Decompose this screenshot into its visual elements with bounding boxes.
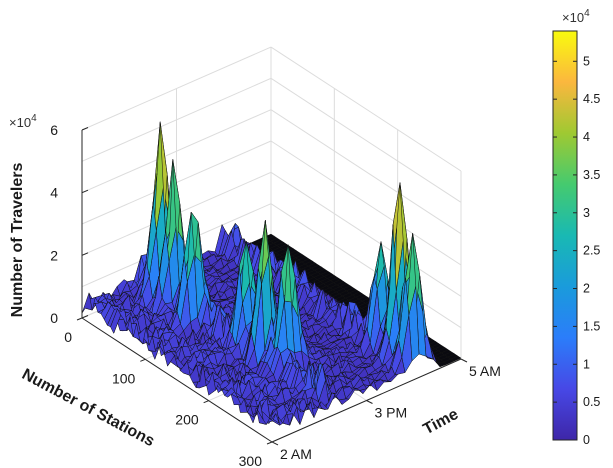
z-tick-label: 6	[50, 122, 58, 138]
x-tick-label: 100	[112, 370, 136, 386]
z-tick-label: 2	[50, 247, 58, 263]
y-tick-label: 5 AM	[469, 363, 501, 379]
colorbar-tick-label: 5	[583, 54, 590, 68]
y-axis-title: Time	[421, 406, 462, 438]
colorbar-tick-label: 1	[583, 357, 590, 371]
colorbar-gradient	[552, 30, 578, 441]
colorbar: 0 0.5 1 1.5 2 2.5 3 3.5 4 4.5 5 ×104	[552, 8, 600, 447]
surface-patch	[81, 292, 93, 314]
x-tick-label: 300	[239, 453, 263, 468]
colorbar-ticks: 0 0.5 1 1.5 2 2.5 3 3.5 4 4.5 5	[553, 54, 600, 447]
y-tick-label: 3 PM	[374, 404, 407, 420]
z-axis-title: Number of Travelers	[9, 163, 26, 318]
colorbar-tick-label: 3	[583, 206, 590, 220]
z-tick-label: 0	[50, 310, 58, 326]
colorbar-tick-label: 0.5	[583, 395, 600, 409]
colorbar-exponent: ×104	[562, 8, 590, 25]
z-tick-label: 4	[50, 185, 58, 201]
colorbar-tick-label: 0	[583, 433, 590, 447]
surface-mesh	[81, 121, 462, 426]
x-tick-label: 200	[175, 412, 199, 428]
colorbar-tick-label: 1.5	[583, 319, 600, 333]
x-tick-label: 0	[64, 329, 72, 345]
colorbar-tick-label: 4	[583, 130, 590, 144]
z-exponent: ×104	[9, 113, 37, 130]
x-axis-line	[81, 317, 273, 443]
tick-labels: 0 2 4 6 0 100 200 300 2 AM 3 PM 5 AM	[50, 122, 501, 468]
colorbar-tick-label: 3.5	[583, 168, 600, 182]
colorbar-tick-label: 4.5	[583, 92, 600, 106]
x-axis-title: Number of Stations	[19, 366, 157, 450]
colorbar-tick-label: 2	[583, 282, 590, 296]
svg-text:×104: ×104	[9, 113, 37, 130]
colorbar-tick-label: 2.5	[583, 244, 600, 258]
y-tick-label: 2 AM	[280, 446, 312, 462]
